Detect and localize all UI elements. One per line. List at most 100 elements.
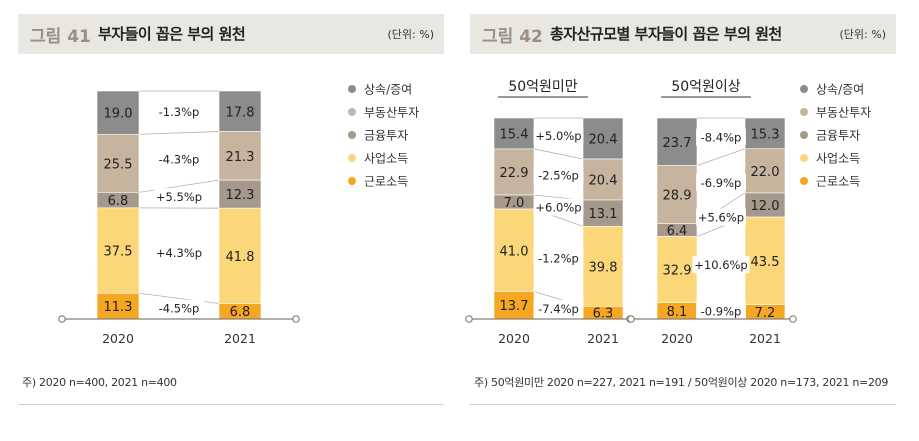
value-label: 17.8 bbox=[226, 105, 255, 120]
legend-swatch bbox=[800, 108, 808, 116]
value-label: 41.0 bbox=[500, 244, 529, 259]
change-label-bg bbox=[696, 302, 746, 320]
connector-line bbox=[138, 179, 220, 193]
change-label: -7.4%p bbox=[538, 302, 579, 316]
x-axis-end-marker bbox=[465, 315, 473, 323]
bar-segment bbox=[744, 148, 786, 194]
value-label: 41.8 bbox=[226, 250, 255, 265]
legend-label: 부동산투자 bbox=[364, 106, 419, 120]
figure-41-number: 그림 41 bbox=[30, 27, 91, 47]
value-label: 25.5 bbox=[104, 157, 133, 172]
figure-42-header: 그림 42 총자산규모별 부자들이 꼽은 부의 원천 (단위: %) bbox=[470, 14, 896, 54]
legend-label: 사업소득 bbox=[364, 152, 408, 166]
value-label: 32.9 bbox=[663, 264, 692, 279]
legend-swatch bbox=[348, 131, 356, 139]
value-label: 15.4 bbox=[500, 127, 529, 142]
bar-segment bbox=[493, 117, 535, 150]
legend-swatch bbox=[348, 85, 356, 93]
subchart-title: 50억원이상 bbox=[671, 79, 740, 95]
value-label: 43.5 bbox=[751, 255, 780, 270]
bar-segment bbox=[218, 131, 262, 181]
x-tick-label: 2020 bbox=[661, 331, 693, 346]
legend-label: 근로소득 bbox=[816, 175, 860, 189]
legend-label: 부동산투자 bbox=[816, 106, 871, 120]
legend-label: 상속/증여 bbox=[364, 83, 412, 97]
value-label: 6.8 bbox=[108, 194, 129, 209]
value-label: 15.3 bbox=[751, 127, 780, 142]
legend-swatch bbox=[348, 154, 356, 162]
value-label: 21.3 bbox=[226, 150, 255, 165]
legend-swatch bbox=[800, 85, 808, 93]
figure-42-unit: (단위: %) bbox=[839, 28, 886, 41]
change-label: +6.0%p bbox=[535, 201, 581, 215]
figure-42-note: 주) 50억원미만 2020 n=227, 2021 n=191 / 50억원이… bbox=[474, 376, 889, 389]
x-axis-end-marker bbox=[789, 315, 797, 323]
x-axis-end-marker bbox=[627, 315, 635, 323]
figure-41-header: 그림 41 부자들이 꼽은 부의 원천 (단위: %) bbox=[18, 14, 444, 54]
change-label: +5.5%p bbox=[156, 190, 202, 204]
bar-segment bbox=[582, 117, 624, 160]
value-label: 7.2 bbox=[755, 306, 776, 321]
change-label-bg bbox=[154, 102, 204, 120]
bar-segment bbox=[582, 158, 624, 201]
bar-segment bbox=[96, 292, 140, 320]
bar-segment bbox=[744, 192, 786, 218]
change-label-bg bbox=[696, 208, 746, 226]
value-label: 6.8 bbox=[230, 305, 251, 320]
legend-label: 사업소득 bbox=[816, 152, 860, 166]
value-label: 13.1 bbox=[589, 207, 618, 222]
figure-42-number: 그림 42 bbox=[482, 27, 543, 47]
value-label: 12.0 bbox=[751, 199, 780, 214]
bar-segment bbox=[744, 117, 786, 150]
value-label: 13.7 bbox=[500, 299, 529, 314]
change-label-bg bbox=[533, 299, 584, 317]
change-label-bg bbox=[533, 166, 584, 184]
change-label-bg bbox=[692, 256, 750, 274]
subchart-title: 50억원미만 bbox=[508, 79, 577, 95]
value-label: 28.9 bbox=[663, 189, 692, 204]
value-label: 37.5 bbox=[104, 245, 133, 260]
value-label: 22.0 bbox=[751, 165, 780, 180]
change-label: -4.5%p bbox=[159, 302, 200, 316]
x-tick-label: 2021 bbox=[224, 331, 256, 346]
figure-42-bottom-rule bbox=[470, 404, 896, 405]
value-label: 22.9 bbox=[500, 166, 529, 181]
value-label: 8.1 bbox=[667, 305, 688, 320]
connector-line bbox=[138, 131, 220, 135]
bar-segment bbox=[218, 90, 262, 132]
value-label: 19.0 bbox=[104, 107, 133, 122]
change-label: -2.5%p bbox=[538, 169, 579, 183]
bar-segment bbox=[656, 236, 698, 304]
x-axis-end-marker bbox=[292, 315, 300, 323]
value-label: 20.4 bbox=[589, 174, 618, 189]
bar-segment bbox=[96, 133, 140, 193]
legend-swatch bbox=[348, 108, 356, 116]
change-label: -4.3%p bbox=[159, 153, 200, 167]
change-label: -6.9%p bbox=[701, 176, 742, 190]
value-label: 39.8 bbox=[589, 260, 618, 275]
change-label: -1.2%p bbox=[538, 251, 579, 265]
connector-line bbox=[696, 148, 746, 167]
x-axis-end-marker bbox=[58, 315, 66, 323]
change-label-bg bbox=[533, 126, 584, 144]
change-label: +5.0%p bbox=[535, 129, 581, 143]
change-label-bg bbox=[533, 249, 584, 267]
legend-swatch bbox=[800, 131, 808, 139]
change-label-bg bbox=[154, 188, 204, 206]
change-label-bg bbox=[696, 173, 746, 191]
bar-segment bbox=[218, 207, 262, 304]
change-label: +4.3%p bbox=[156, 246, 202, 260]
change-label-bg bbox=[154, 150, 204, 168]
legend-label: 금융투자 bbox=[816, 129, 860, 143]
change-label-bg bbox=[533, 198, 584, 216]
change-label: -1.3%p bbox=[159, 105, 200, 119]
x-tick-label: 2021 bbox=[749, 331, 781, 346]
bar-segment bbox=[582, 199, 624, 227]
bar-segment bbox=[218, 179, 262, 209]
change-label: -8.4%p bbox=[701, 131, 742, 145]
figure-41-bottom-rule bbox=[18, 404, 444, 405]
change-label-bg bbox=[154, 244, 204, 262]
x-tick-label: 2020 bbox=[498, 331, 530, 346]
connector-line bbox=[138, 292, 220, 304]
